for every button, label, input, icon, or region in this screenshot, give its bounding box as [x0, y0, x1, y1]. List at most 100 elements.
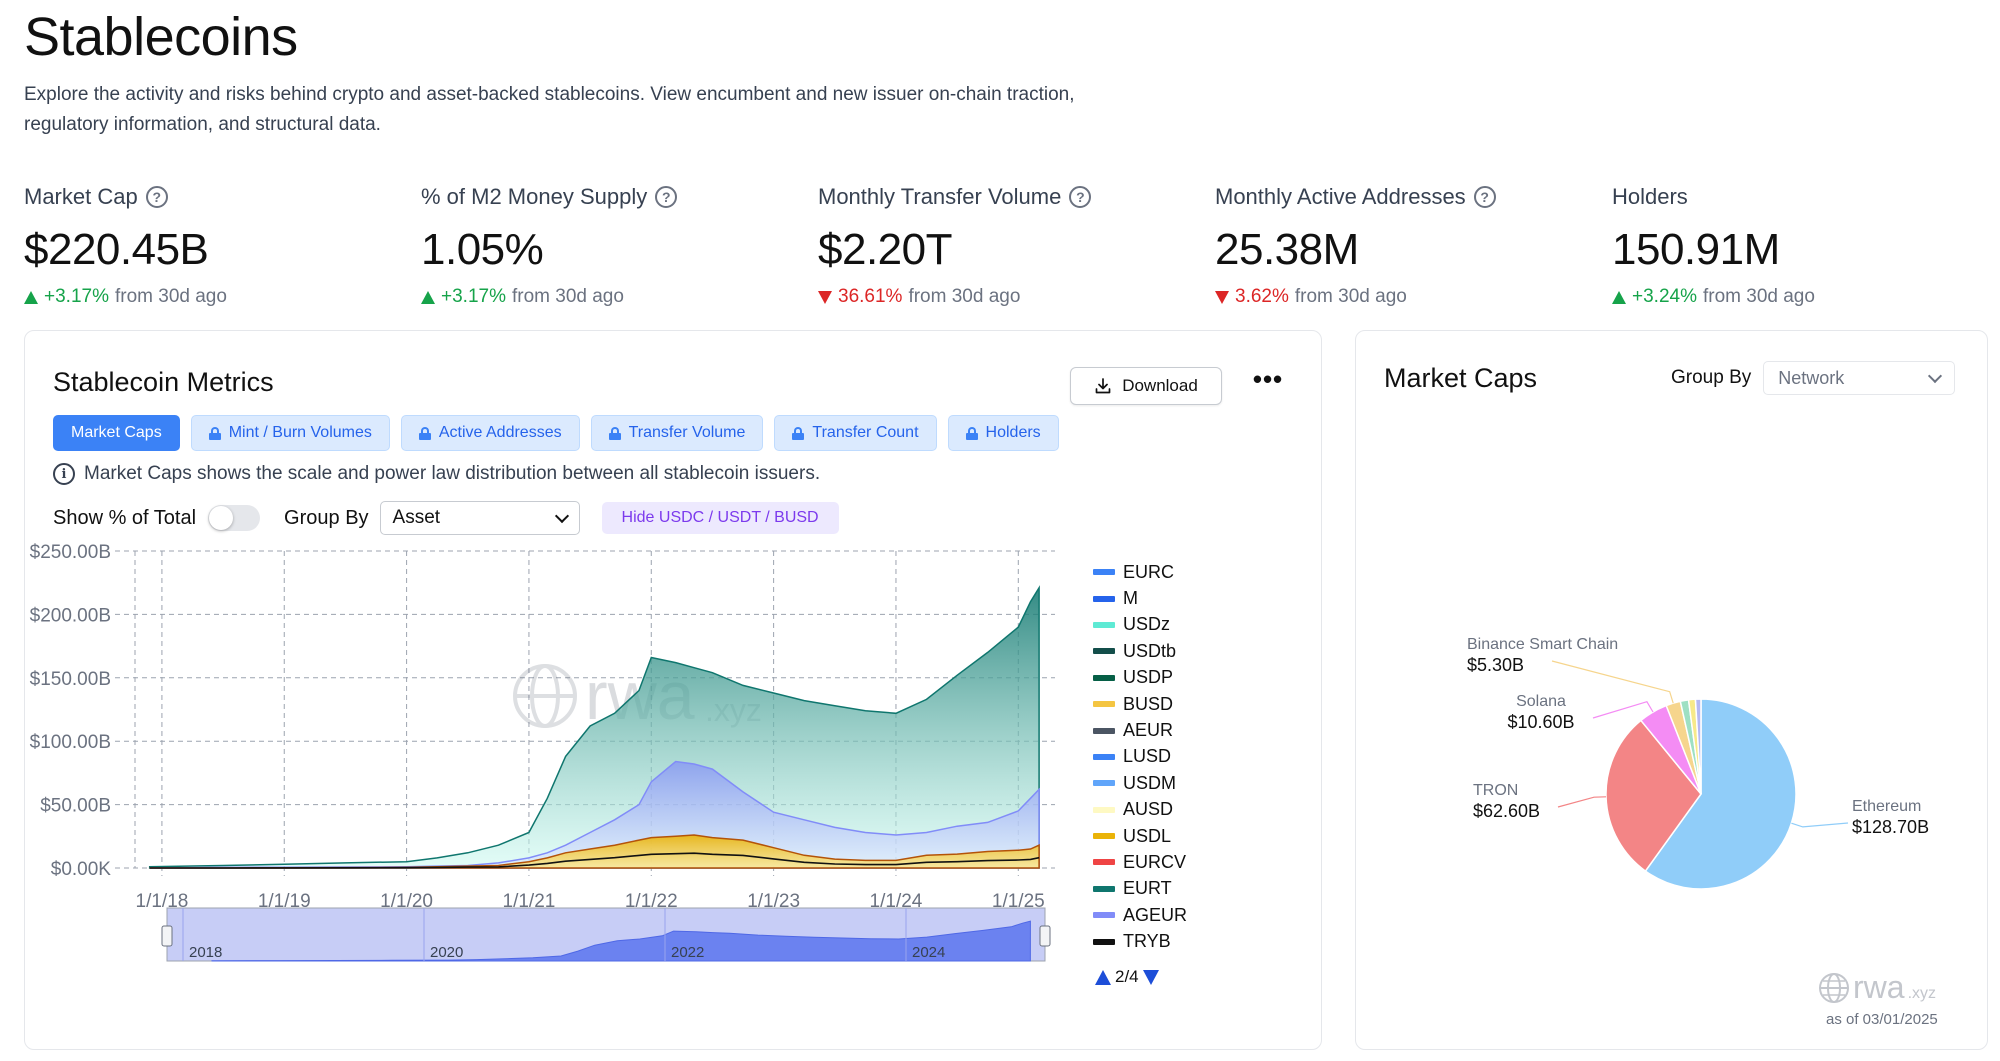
legend-item[interactable]: EURCV [1093, 849, 1187, 875]
kpi-change-suffix: from 30d ago [1702, 286, 1815, 307]
legend-item[interactable]: USDM [1093, 770, 1187, 796]
legend-next-icon[interactable] [1142, 969, 1159, 985]
legend-item[interactable]: LUSD [1093, 744, 1187, 770]
legend-item[interactable]: BUSD [1093, 691, 1187, 717]
help-icon[interactable]: ? [1069, 186, 1092, 208]
pie-value-label: $5.30B [1467, 655, 1524, 675]
card-title: Market Caps [1384, 363, 1538, 393]
kpi-card: Monthly Transfer Volume? $2.20T 36.61% f… [818, 182, 1198, 308]
legend-swatch [1093, 833, 1115, 840]
kpi-label: % of M2 Money Supply [421, 184, 648, 209]
tab-label: Active Addresses [438, 424, 562, 441]
legend-item[interactable]: TRYB [1093, 928, 1187, 954]
y-tick-label: $0.00K [51, 859, 112, 880]
download-icon [1095, 378, 1111, 394]
kpi-card: Market Cap? $220.45B +3.17% from 30d ago [24, 182, 404, 308]
arrow-up-icon [1612, 290, 1626, 304]
legend-item[interactable]: USDP [1093, 665, 1187, 691]
globe-icon [513, 664, 577, 728]
tab-transfer-volume[interactable]: Transfer Volume [590, 415, 764, 451]
legend-item[interactable]: USDtb [1093, 638, 1187, 664]
x-tick-label: 1/1/19 [258, 891, 311, 912]
lock-icon [418, 426, 431, 440]
legend-swatch [1093, 701, 1115, 708]
pie-connector-line [1557, 796, 1607, 808]
legend-label: LUSD [1123, 746, 1172, 767]
legend-item[interactable]: EURT [1093, 876, 1187, 902]
group-by-label: Group By [284, 506, 369, 529]
legend-swatch [1093, 569, 1115, 576]
arrow-down-icon [1215, 290, 1229, 304]
more-options-button[interactable]: ••• [1252, 364, 1284, 394]
tab-transfer-count[interactable]: Transfer Count [774, 415, 937, 451]
help-icon[interactable]: ? [655, 186, 678, 208]
legend-swatch [1093, 912, 1115, 919]
pie-connector-line [1791, 822, 1849, 828]
tab-market-caps[interactable]: Market Caps [53, 415, 180, 451]
help-icon[interactable]: ? [145, 186, 168, 208]
info-text: Market Caps shows the scale and power la… [84, 463, 821, 484]
download-label: Download [1122, 376, 1198, 395]
lock-icon [792, 426, 805, 440]
kpi-label: Monthly Active Addresses [1215, 184, 1466, 209]
tab-active-addresses[interactable]: Active Addresses [400, 415, 580, 451]
tab-label: Transfer Volume [628, 424, 746, 441]
kpi-change-suffix: from 30d ago [1294, 286, 1407, 307]
legend-swatch [1093, 780, 1115, 787]
legend-label: AEUR [1123, 720, 1174, 741]
navigator-year-label: 2024 [912, 944, 945, 961]
brand-suffix: .xyz [1907, 985, 1937, 1002]
y-tick-label: $150.00B [30, 669, 111, 690]
kpi-change-row: +3.24% from 30d ago [1612, 286, 1992, 308]
legend-item[interactable]: USDz [1093, 612, 1187, 638]
help-icon[interactable]: ? [1473, 186, 1496, 208]
legend-label: M [1123, 588, 1138, 609]
tab-holders[interactable]: Holders [947, 415, 1059, 451]
network-select[interactable]: Network [1763, 361, 1956, 395]
kpi-value: $2.20T [818, 225, 952, 274]
legend-item[interactable]: USDL [1093, 823, 1187, 849]
network-group-by: Group By Network [1671, 361, 1956, 395]
tab-label: Transfer Count [812, 424, 919, 441]
group-by-value: Asset [392, 507, 441, 528]
pie-label: TRON [1473, 782, 1518, 799]
legend-page: 2/4 [1115, 967, 1139, 986]
x-tick-label: 1/1/23 [747, 891, 800, 912]
legend-prev-icon[interactable] [1095, 969, 1111, 985]
kpi-label-row: Market Cap? [24, 182, 404, 212]
legend-swatch [1093, 806, 1115, 813]
kpi-change: +3.17% [44, 286, 109, 307]
show-percent-toggle[interactable] [208, 505, 261, 531]
pie-slice-other [1694, 698, 1702, 795]
download-button[interactable]: Download [1070, 367, 1222, 405]
kpi-label: Monthly Transfer Volume [818, 184, 1062, 209]
pie-value-label: $128.70B [1852, 817, 1929, 837]
legend-item[interactable]: AGEUR [1093, 902, 1187, 928]
legend-swatch [1093, 753, 1115, 760]
page-description: Explore the activity and risks behind cr… [24, 84, 1075, 135]
legend-item[interactable]: AEUR [1093, 717, 1187, 743]
x-tick-label: 1/1/18 [136, 891, 189, 912]
range-handle [161, 925, 173, 947]
area-total [148, 585, 1040, 869]
legend-label: BUSD [1123, 693, 1174, 714]
tab-label: Market Caps [71, 424, 162, 441]
tab-mint-burn-volumes[interactable]: Mint / Burn Volumes [190, 415, 390, 451]
legend-item[interactable]: M [1093, 585, 1187, 611]
kpi-change-row: +3.17% from 30d ago [421, 286, 801, 308]
legend-item[interactable]: AUSD [1093, 797, 1187, 823]
legend-label: TRYB [1123, 931, 1171, 952]
card-title: Stablecoin Metrics [53, 367, 274, 397]
kpi-change-row: 36.61% from 30d ago [818, 286, 1198, 308]
group-by-select[interactable]: Asset [379, 501, 580, 535]
legend-label: AGEUR [1123, 904, 1188, 925]
navigator-year-label: 2020 [430, 944, 463, 961]
legend-swatch [1093, 621, 1115, 628]
kpi-label-row: Holders [1612, 182, 1992, 212]
y-tick-label: $100.00B [30, 732, 111, 753]
hide-major-stablecoins-button[interactable]: Hide USDC / USDT / BUSD [601, 502, 839, 534]
x-tick-label: 1/1/20 [380, 891, 433, 912]
y-tick-label: $250.00B [30, 542, 111, 563]
legend-item[interactable]: EURC [1093, 559, 1187, 585]
pie-value-label: $10.60B [1507, 712, 1574, 732]
